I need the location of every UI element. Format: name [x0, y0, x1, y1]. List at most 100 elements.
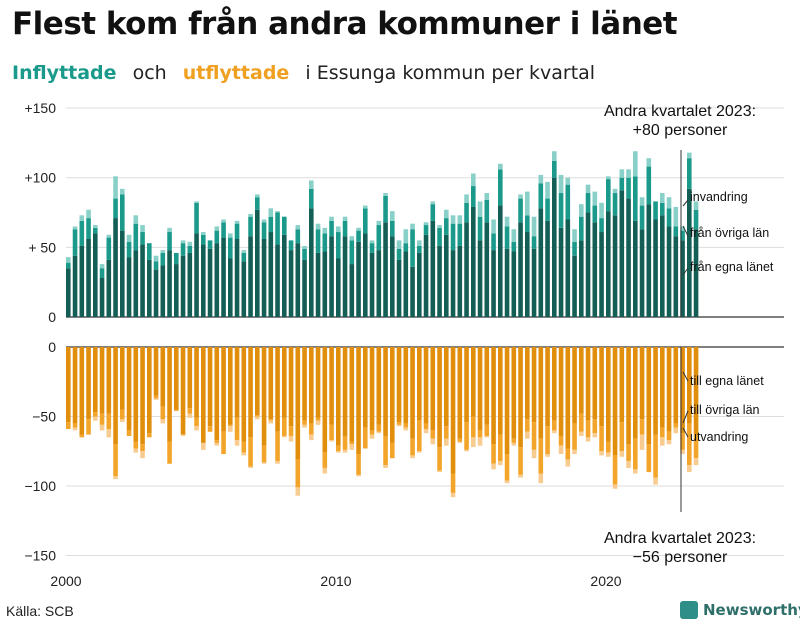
- bar-out-segment: [538, 438, 544, 474]
- bar-out-segment: [450, 347, 456, 474]
- bar-out-segment: [322, 347, 328, 453]
- bar-out-segment: [572, 449, 577, 455]
- bar-in-segment: [147, 259, 152, 317]
- bar-out-segment: [477, 347, 483, 431]
- bar-out-segment: [606, 441, 611, 453]
- bar-in-segment: [639, 197, 645, 206]
- bar-in-segment: [133, 223, 139, 251]
- bar-in-segment: [525, 232, 530, 317]
- bar-in-segment: [693, 201, 699, 210]
- bar-out-segment: [275, 347, 280, 432]
- bar-in-segment: [120, 188, 125, 195]
- bar-in-segment: [471, 173, 476, 187]
- bar-out-segment: [437, 447, 442, 471]
- bar-in-segment: [660, 193, 665, 203]
- bar-out-segment: [552, 347, 557, 421]
- bar-out-segment: [255, 347, 260, 416]
- bar-out-segment: [572, 347, 577, 424]
- bar-in-segment: [450, 223, 456, 251]
- bar-out-segment: [471, 437, 476, 448]
- bar-out-segment: [437, 470, 442, 473]
- bar-out-segment: [336, 347, 341, 446]
- bar-in-segment: [687, 158, 692, 189]
- bar-in-segment: [315, 252, 321, 317]
- bar-in-segment: [565, 177, 571, 185]
- bar-out-segment: [673, 427, 679, 434]
- series-label-in: från övriga län: [690, 226, 769, 240]
- bar-in-segment: [585, 193, 591, 213]
- bar-in-segment: [261, 222, 267, 239]
- bar-in-segment: [187, 245, 193, 253]
- bar-in-segment: [133, 215, 139, 224]
- bar-out-segment: [79, 347, 85, 435]
- bar-out-segment: [450, 492, 456, 498]
- bar-out-segment: [639, 347, 645, 420]
- bar-out-segment: [565, 459, 571, 467]
- bar-in-segment: [363, 233, 368, 317]
- bar-out-segment: [140, 347, 145, 445]
- bar-out-segment: [660, 427, 665, 438]
- bar-in-segment: [234, 220, 240, 224]
- bar-in-segment: [626, 177, 631, 199]
- bar-in-segment: [153, 255, 159, 262]
- bar-in-segment: [646, 166, 652, 205]
- bar-in-segment: [693, 229, 699, 317]
- bar-out-segment: [646, 347, 652, 445]
- bar-out-segment: [430, 430, 436, 439]
- bar-in-segment: [673, 236, 679, 317]
- bar-in-segment: [531, 216, 537, 237]
- bar-in-segment: [396, 259, 402, 317]
- bar-in-segment: [423, 234, 429, 317]
- bar-in-segment: [579, 204, 584, 217]
- bar-in-segment: [248, 236, 253, 317]
- bar-in-segment: [612, 193, 618, 216]
- bar-in-segment: [241, 261, 247, 317]
- bar-in-segment: [639, 205, 645, 230]
- bar-in-segment: [511, 229, 517, 242]
- bar-in-segment: [464, 194, 469, 203]
- bar-out-segment: [336, 445, 341, 452]
- series-label-out: till egna länet: [690, 374, 764, 388]
- bar-in-segment: [369, 243, 375, 253]
- bar-in-segment: [673, 226, 679, 237]
- bar-in-segment: [160, 265, 166, 317]
- bar-out-segment: [342, 347, 348, 436]
- bar-out-segment: [653, 477, 658, 485]
- bar-out-segment: [342, 449, 348, 453]
- bar-in-segment: [113, 218, 118, 317]
- bar-in-segment: [342, 216, 348, 221]
- bar-in-segment: [221, 237, 226, 317]
- bar-out-segment: [126, 347, 132, 431]
- bar-in-segment: [376, 225, 382, 251]
- bar-in-segment: [302, 259, 307, 317]
- bar-in-segment: [309, 188, 314, 209]
- bar-out-segment: [288, 347, 294, 427]
- bar-in-segment: [275, 211, 280, 213]
- bar-out-segment: [531, 422, 537, 450]
- bar-in-segment: [86, 209, 91, 219]
- bar-in-segment: [558, 174, 564, 194]
- bar-in-segment: [606, 176, 611, 180]
- brand-name: Newsworthy: [703, 601, 800, 619]
- bar-in-segment: [363, 208, 368, 234]
- label-leader-in: [682, 199, 689, 207]
- bar-out-segment: [403, 423, 409, 428]
- bar-out-segment: [660, 437, 665, 446]
- bar-out-segment: [653, 434, 658, 478]
- bar-out-segment: [329, 424, 334, 441]
- bar-out-segment: [66, 422, 71, 430]
- bar-in-segment: [275, 212, 280, 245]
- bar-in-segment: [302, 248, 307, 260]
- bar-in-segment: [106, 237, 112, 260]
- bar-in-segment: [572, 229, 577, 242]
- bar-out-segment: [531, 347, 537, 423]
- bar-out-segment: [619, 422, 625, 452]
- bar-in-segment: [329, 216, 334, 221]
- bar-in-segment: [626, 169, 631, 178]
- bar-in-segment: [626, 198, 631, 317]
- bar-in-segment: [140, 244, 145, 317]
- bar-in-segment: [336, 258, 341, 317]
- bar-out-segment: [180, 347, 186, 435]
- bar-in-segment: [538, 183, 544, 209]
- bar-in-segment: [356, 230, 361, 242]
